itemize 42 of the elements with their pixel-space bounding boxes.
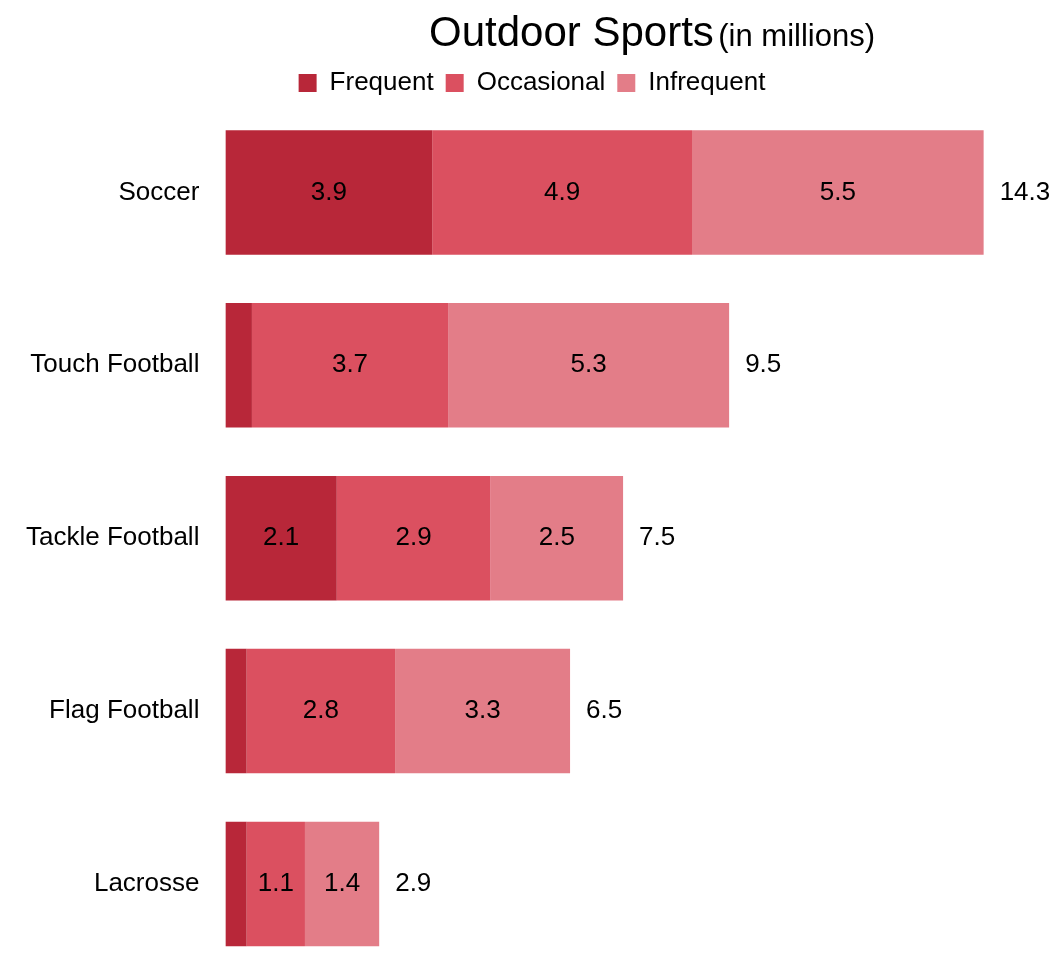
total-label: 14.3 <box>999 175 1051 206</box>
y-tick-label: Tackle Football <box>26 521 200 552</box>
bar <box>432 130 693 255</box>
bar <box>692 130 984 255</box>
data-label: 2.1 <box>263 521 300 552</box>
bar <box>225 303 252 428</box>
bar <box>251 303 449 428</box>
total-label: 9.5 <box>745 348 782 379</box>
bar <box>448 303 730 428</box>
bar <box>225 648 247 774</box>
data-label: 1.1 <box>257 867 294 898</box>
bar <box>225 475 337 601</box>
y-tick-label: Soccer <box>118 175 200 206</box>
bar <box>246 821 305 947</box>
data-label: 2.9 <box>395 521 432 552</box>
data-label: 2.5 <box>538 521 575 552</box>
total-label: 6.5 <box>586 694 623 725</box>
bar <box>304 821 380 947</box>
bar <box>395 648 571 774</box>
data-label: 4.9 <box>544 175 581 206</box>
chart-subtitle: (in millions) <box>718 18 875 53</box>
y-tick-label: Lacrosse <box>93 867 200 898</box>
data-label: 3.7 <box>331 348 369 379</box>
bar <box>246 648 396 774</box>
legend-label: Infrequent <box>648 66 767 97</box>
legend-label: Frequent <box>329 66 435 97</box>
data-label: 3.3 <box>464 694 501 725</box>
bar <box>225 130 433 255</box>
total-label: 7.5 <box>639 521 676 552</box>
bar <box>490 475 624 601</box>
data-label: 5.3 <box>570 348 607 379</box>
data-label: 2.8 <box>302 694 339 725</box>
data-label: 3.9 <box>310 175 347 206</box>
data-label: 1.4 <box>323 867 361 898</box>
chart-title: Outdoor Sports <box>428 8 714 55</box>
bar <box>336 475 491 601</box>
total-label: 2.9 <box>395 867 432 898</box>
legend-label: Occasional <box>476 66 606 97</box>
y-tick-label: Touch Football <box>30 348 200 379</box>
data-label: 5.5 <box>819 175 856 206</box>
bar <box>225 821 247 947</box>
y-tick-label: Flag Football <box>49 694 200 725</box>
